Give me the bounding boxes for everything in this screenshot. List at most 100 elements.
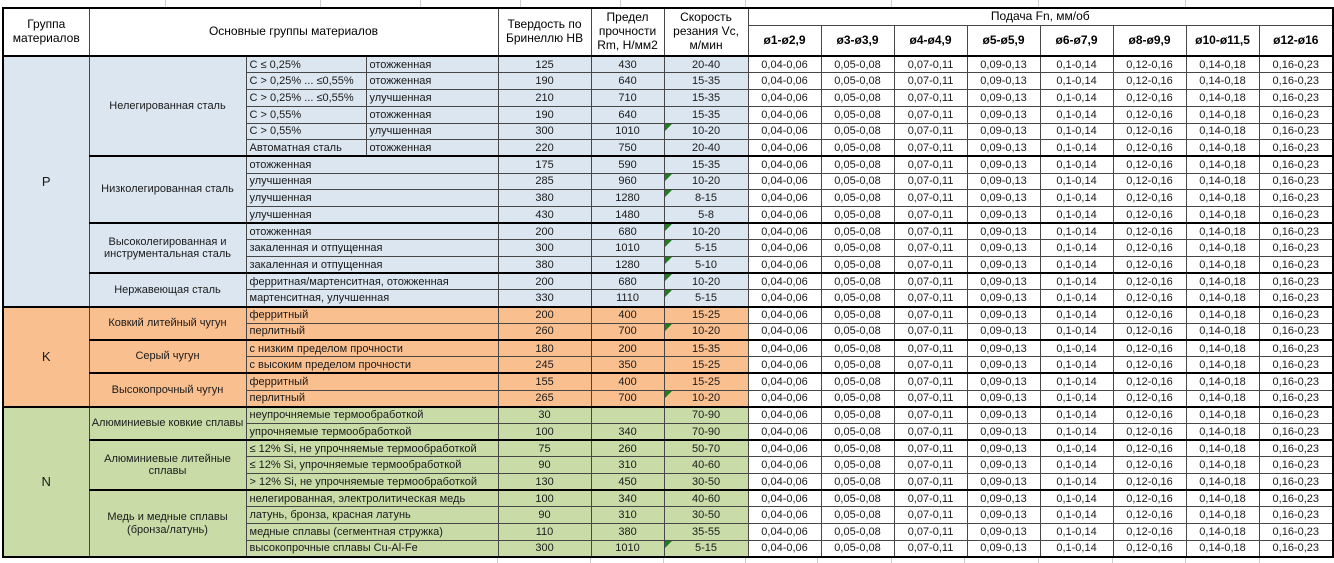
cutting-speed-vc-cell[interactable]: 15-35	[663, 72, 749, 91]
strength-rm-cell[interactable]: 700	[590, 322, 665, 341]
feed-value-cell[interactable]: 0,05-0,08	[820, 205, 895, 224]
strength-rm-cell[interactable]: 1010	[590, 122, 665, 141]
feed-value-cell[interactable]: 0,14-0,18	[1185, 205, 1260, 224]
feed-value-cell[interactable]: 0,05-0,08	[820, 322, 895, 341]
feed-value-cell[interactable]: 0,1-0,14	[1039, 523, 1114, 541]
feed-value-cell[interactable]: 0,04-0,06	[747, 55, 822, 74]
feed-value-cell[interactable]: 0,16-0,23	[1258, 422, 1334, 441]
feed-value-cell[interactable]: 0,05-0,08	[820, 489, 895, 508]
cutting-speed-vc-cell[interactable]: 15-25	[663, 305, 749, 324]
feed-value-cell[interactable]: 0,05-0,08	[820, 356, 895, 374]
feed-value-cell[interactable]: 0,04-0,06	[747, 523, 822, 541]
feed-value-cell[interactable]: 0,16-0,23	[1258, 72, 1334, 91]
material-group-letter-cell[interactable]: N	[2, 405, 90, 558]
feed-value-cell[interactable]: 0,1-0,14	[1039, 405, 1114, 424]
feed-value-cell[interactable]: 0,1-0,14	[1039, 89, 1114, 107]
feed-value-cell[interactable]: 0,07-0,11	[893, 89, 968, 107]
feed-value-cell[interactable]: 0,14-0,18	[1185, 489, 1260, 508]
material-state-cell[interactable]: улучшенная	[365, 122, 499, 141]
hardness-hb-cell[interactable]: 300	[497, 122, 592, 141]
hardness-hb-cell[interactable]: 285	[497, 172, 592, 191]
feed-value-cell[interactable]: 0,16-0,23	[1258, 439, 1334, 458]
feed-value-cell[interactable]: 0,1-0,14	[1039, 506, 1114, 525]
feed-value-cell[interactable]: 0,09-0,13	[966, 339, 1041, 358]
material-detail-cell[interactable]: перлитный	[245, 322, 499, 341]
feed-value-cell[interactable]: 0,14-0,18	[1185, 139, 1260, 157]
feed-value-cell[interactable]: 0,1-0,14	[1039, 356, 1114, 374]
material-detail-cell[interactable]: отожженная	[245, 222, 499, 241]
feed-value-cell[interactable]: 0,09-0,13	[966, 489, 1041, 508]
feed-value-cell[interactable]: 0,07-0,11	[893, 205, 968, 224]
feed-value-cell[interactable]: 0,09-0,13	[966, 506, 1041, 525]
feed-value-cell[interactable]: 0,05-0,08	[820, 289, 895, 308]
cutting-speed-vc-cell[interactable]: 10-20	[663, 322, 749, 341]
hardness-hb-cell[interactable]: 90	[497, 506, 592, 525]
feed-value-cell[interactable]: 0,16-0,23	[1258, 539, 1334, 558]
feed-value-cell[interactable]: 0,07-0,11	[893, 456, 968, 474]
material-composition-cell[interactable]: C ≤ 0,25%	[245, 55, 367, 74]
feed-value-cell[interactable]: 0,09-0,13	[966, 523, 1041, 541]
material-subgroup-cell[interactable]: Низколегированная сталь	[88, 155, 247, 224]
feed-value-cell[interactable]: 0,09-0,13	[966, 456, 1041, 474]
feed-value-cell[interactable]: 0,05-0,08	[820, 523, 895, 541]
hardness-hb-cell[interactable]: 190	[497, 72, 592, 91]
feed-value-cell[interactable]: 0,07-0,11	[893, 405, 968, 424]
feed-value-cell[interactable]: 0,07-0,11	[893, 256, 968, 274]
material-detail-cell[interactable]: латунь, бронза, красная латунь	[245, 506, 499, 525]
feed-value-cell[interactable]: 0,04-0,06	[747, 72, 822, 91]
feed-value-cell[interactable]: 0,05-0,08	[820, 422, 895, 441]
material-detail-cell[interactable]: мартенситная, улучшенная	[245, 289, 499, 308]
strength-rm-cell[interactable]	[590, 405, 665, 424]
feed-value-cell[interactable]: 0,09-0,13	[966, 172, 1041, 191]
feed-value-cell[interactable]: 0,16-0,23	[1258, 322, 1334, 341]
feed-value-cell[interactable]: 0,14-0,18	[1185, 322, 1260, 341]
feed-value-cell[interactable]: 0,04-0,06	[747, 489, 822, 508]
feed-value-cell[interactable]: 0,12-0,16	[1112, 305, 1187, 324]
feed-value-cell[interactable]: 0,12-0,16	[1112, 289, 1187, 308]
feed-value-cell[interactable]: 0,07-0,11	[893, 439, 968, 458]
feed-value-cell[interactable]: 0,16-0,23	[1258, 239, 1334, 258]
feed-value-cell[interactable]: 0,14-0,18	[1185, 339, 1260, 358]
header-material-group[interactable]: Группа материалов	[2, 7, 90, 57]
header-feed-diameter[interactable]: ø1-ø2,9	[747, 24, 822, 58]
feed-value-cell[interactable]: 0,07-0,11	[893, 305, 968, 324]
feed-value-cell[interactable]: 0,14-0,18	[1185, 272, 1260, 291]
feed-value-cell[interactable]: 0,07-0,11	[893, 472, 968, 491]
strength-rm-cell[interactable]: 710	[590, 89, 665, 107]
feed-value-cell[interactable]: 0,14-0,18	[1185, 389, 1260, 408]
feed-value-cell[interactable]: 0,16-0,23	[1258, 489, 1334, 508]
feed-value-cell[interactable]: 0,04-0,06	[747, 472, 822, 491]
feed-value-cell[interactable]: 0,05-0,08	[820, 189, 895, 207]
cutting-speed-vc-cell[interactable]: 15-35	[663, 105, 749, 124]
feed-value-cell[interactable]: 0,04-0,06	[747, 189, 822, 207]
header-tensile-strength[interactable]: Предел прочности Rm, Н/мм2	[590, 7, 665, 57]
feed-value-cell[interactable]: 0,16-0,23	[1258, 372, 1334, 391]
strength-rm-cell[interactable]: 750	[590, 139, 665, 157]
feed-value-cell[interactable]: 0,14-0,18	[1185, 456, 1260, 474]
feed-value-cell[interactable]: 0,07-0,11	[893, 389, 968, 408]
feed-value-cell[interactable]: 0,1-0,14	[1039, 439, 1114, 458]
feed-value-cell[interactable]: 0,07-0,11	[893, 222, 968, 241]
hardness-hb-cell[interactable]: 180	[497, 339, 592, 358]
material-subgroup-cell[interactable]: Нелегированная сталь	[88, 55, 247, 157]
material-subgroup-cell[interactable]: Ковкий литейный чугун	[88, 305, 247, 341]
strength-rm-cell[interactable]: 310	[590, 506, 665, 525]
cutting-speed-vc-cell[interactable]: 10-20	[663, 389, 749, 408]
feed-value-cell[interactable]: 0,09-0,13	[966, 105, 1041, 124]
feed-value-cell[interactable]: 0,07-0,11	[893, 272, 968, 291]
feed-value-cell[interactable]: 0,1-0,14	[1039, 456, 1114, 474]
strength-rm-cell[interactable]: 680	[590, 222, 665, 241]
cutting-speed-vc-cell[interactable]: 10-20	[663, 272, 749, 291]
feed-value-cell[interactable]: 0,04-0,06	[747, 289, 822, 308]
material-subgroup-cell[interactable]: Медь и медные сплавы (бронза/латунь)	[88, 489, 247, 558]
material-detail-cell[interactable]: ферритный	[245, 305, 499, 324]
cutting-speed-vc-cell[interactable]: 70-90	[663, 405, 749, 424]
feed-value-cell[interactable]: 0,16-0,23	[1258, 506, 1334, 525]
feed-value-cell[interactable]: 0,16-0,23	[1258, 356, 1334, 374]
feed-value-cell[interactable]: 0,09-0,13	[966, 205, 1041, 224]
feed-value-cell[interactable]: 0,14-0,18	[1185, 239, 1260, 258]
feed-value-cell[interactable]: 0,05-0,08	[820, 172, 895, 191]
hardness-hb-cell[interactable]: 220	[497, 139, 592, 157]
feed-value-cell[interactable]: 0,05-0,08	[820, 256, 895, 274]
feed-value-cell[interactable]: 0,04-0,06	[747, 239, 822, 258]
